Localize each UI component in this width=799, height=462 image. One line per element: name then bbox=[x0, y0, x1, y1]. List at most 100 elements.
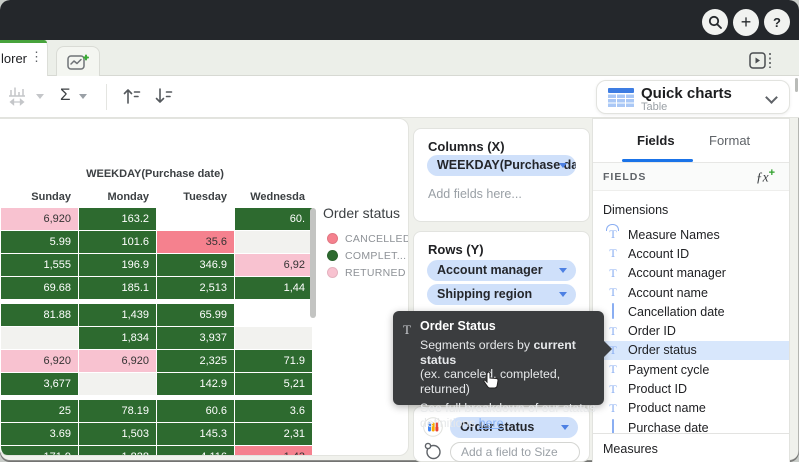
table-cell[interactable]: 3.6 bbox=[235, 400, 312, 422]
table-row: 1,555196.9346.96,92 bbox=[1, 254, 313, 276]
table-cell[interactable]: 3,677 bbox=[1, 373, 78, 395]
table-cell[interactable]: 6,920 bbox=[79, 350, 156, 372]
table-cell[interactable]: 2,513 bbox=[157, 277, 234, 299]
table-cell[interactable]: 6,920 bbox=[1, 208, 78, 230]
chart-type-selector[interactable]: Quick charts Table bbox=[596, 80, 790, 114]
pill-dropdown-caret[interactable] bbox=[559, 163, 567, 168]
chart-type-dropdown-caret[interactable] bbox=[36, 94, 44, 99]
aggregate-sigma-icon[interactable]: Σ bbox=[60, 85, 71, 105]
table-cell[interactable]: 1,44 bbox=[235, 277, 312, 299]
table-cell[interactable]: 35.6 bbox=[157, 231, 234, 253]
table-cell[interactable] bbox=[235, 327, 312, 349]
table-cell[interactable]: 196.9 bbox=[79, 254, 156, 276]
column-header[interactable]: Sunday bbox=[1, 191, 78, 203]
table-cell[interactable]: 6,92 bbox=[235, 254, 312, 276]
expand-panel-button[interactable] bbox=[749, 52, 775, 69]
table-cell[interactable]: 60.6 bbox=[157, 400, 234, 422]
dimension-item[interactable]: Cancellation date bbox=[593, 302, 789, 321]
table-cell[interactable]: 145.3 bbox=[157, 423, 234, 445]
pill-dropdown-caret[interactable] bbox=[559, 292, 567, 297]
new-chart-tab[interactable] bbox=[56, 46, 100, 76]
table-cell[interactable]: 78.19 bbox=[79, 400, 156, 422]
legend-item[interactable]: COMPLET... bbox=[323, 247, 409, 264]
table-cell[interactable]: 2,325 bbox=[157, 350, 234, 372]
table-cell[interactable] bbox=[157, 208, 234, 230]
table-cell[interactable]: 6,920 bbox=[1, 350, 78, 372]
table-cell[interactable]: 65.99 bbox=[157, 304, 234, 326]
table-cell[interactable]: 1,834 bbox=[79, 327, 156, 349]
size-icon[interactable] bbox=[424, 442, 442, 460]
dimension-item[interactable]: T Order ID bbox=[593, 321, 789, 340]
chart-type-icon[interactable] bbox=[8, 86, 34, 108]
table-cell[interactable]: 2,31 bbox=[235, 423, 312, 445]
viz-scrollbar[interactable] bbox=[310, 208, 316, 318]
dimension-item[interactable]: TProduct ID bbox=[593, 379, 789, 398]
legend-item[interactable]: RETURNED bbox=[323, 264, 409, 281]
table-cell[interactable]: 3.69 bbox=[1, 423, 78, 445]
table-cell[interactable]: 3,937 bbox=[157, 327, 234, 349]
table-cell[interactable]: 163.2 bbox=[79, 208, 156, 230]
table-cell[interactable]: 185.1 bbox=[79, 277, 156, 299]
tab-explorer[interactable]: lorer ⋮ bbox=[0, 40, 48, 76]
text-field-icon: T bbox=[606, 382, 620, 397]
table-cell[interactable]: 4,116 bbox=[157, 446, 234, 456]
add-button[interactable]: + bbox=[733, 9, 759, 36]
dimension-item[interactable]: TOrder status bbox=[593, 341, 789, 360]
tab-menu-icon[interactable]: ⋮ bbox=[30, 49, 43, 65]
table-cell[interactable]: 1,503 bbox=[79, 423, 156, 445]
panel-scrollbar[interactable] bbox=[795, 78, 798, 92]
legend-items: CANCELLEDCOMPLET...RETURNED bbox=[323, 230, 409, 281]
column-header[interactable]: Tuesday bbox=[157, 191, 234, 203]
columns-drop-zone[interactable]: Add fields here... bbox=[428, 187, 522, 201]
columns-pill-weekday[interactable]: WEEKDAY(Purchase date) bbox=[427, 155, 576, 176]
table-cell[interactable]: 142.9 bbox=[157, 373, 234, 395]
dimension-item[interactable]: TAccount manager bbox=[593, 264, 789, 283]
search-button[interactable] bbox=[702, 9, 728, 35]
dimension-item[interactable]: TProduct name bbox=[593, 399, 789, 418]
measures-section[interactable]: Measures bbox=[593, 433, 789, 462]
table-cell[interactable]: 101.6 bbox=[79, 231, 156, 253]
table-cell[interactable]: 171.9 bbox=[1, 446, 78, 456]
table-cell[interactable]: 60. bbox=[235, 208, 312, 230]
size-drop-zone[interactable]: Add a field to Size bbox=[450, 442, 580, 462]
dimension-item[interactable]: TMeasure Names bbox=[593, 225, 789, 244]
table-cell[interactable] bbox=[79, 373, 156, 395]
legend-item[interactable]: CANCELLED bbox=[323, 230, 409, 247]
aggregate-dropdown-caret[interactable] bbox=[79, 94, 87, 99]
table-cell[interactable]: 69.68 bbox=[1, 277, 78, 299]
table-row: 69.68185.12,5131,44 bbox=[1, 277, 313, 299]
table-cell[interactable]: 1,439 bbox=[79, 304, 156, 326]
table-cell[interactable] bbox=[235, 304, 312, 326]
tab-fields[interactable]: Fields bbox=[637, 133, 675, 148]
help-button[interactable]: ? bbox=[764, 9, 790, 35]
text-field-icon: T bbox=[606, 324, 620, 339]
table-cell[interactable]: 5,21 bbox=[235, 373, 312, 395]
dimension-item[interactable]: TAccount ID bbox=[593, 244, 789, 263]
table-cell[interactable]: 5.99 bbox=[1, 231, 78, 253]
add-calculated-field-button[interactable]: ƒx+ bbox=[756, 167, 775, 186]
dimension-label: Product name bbox=[628, 401, 706, 415]
definitions-link[interactable]: here bbox=[479, 416, 504, 430]
table-cell[interactable]: 71.9 bbox=[235, 350, 312, 372]
sort-ascending-icon[interactable] bbox=[122, 86, 142, 106]
table-cell[interactable]: 1,828 bbox=[79, 446, 156, 456]
table-cell[interactable]: 1,555 bbox=[1, 254, 78, 276]
table-cell[interactable] bbox=[235, 231, 312, 253]
pill-dropdown-caret[interactable] bbox=[559, 268, 567, 273]
rows-pill-account-manager[interactable]: Account manager bbox=[427, 260, 576, 281]
dimension-item[interactable]: TAccount name bbox=[593, 283, 789, 302]
table-cell[interactable] bbox=[1, 327, 78, 349]
table-cell[interactable]: 1,43 bbox=[235, 446, 312, 456]
tab-format[interactable]: Format bbox=[709, 133, 750, 148]
dimension-item[interactable]: TPayment cycle bbox=[593, 360, 789, 379]
table-cell[interactable]: 25 bbox=[1, 400, 78, 422]
table-cell[interactable]: 81.88 bbox=[1, 304, 78, 326]
table-cell[interactable]: 346.9 bbox=[157, 254, 234, 276]
column-header[interactable]: Monday bbox=[79, 191, 156, 203]
column-header[interactable]: Wednesda bbox=[235, 191, 312, 203]
dimension-label: Order ID bbox=[628, 324, 676, 338]
rows-pill-shipping-region[interactable]: Shipping region bbox=[427, 284, 576, 305]
chevron-down-icon[interactable] bbox=[765, 91, 778, 104]
table-row: 5.99101.635.6 bbox=[1, 231, 313, 253]
sort-descending-icon[interactable] bbox=[154, 86, 174, 106]
